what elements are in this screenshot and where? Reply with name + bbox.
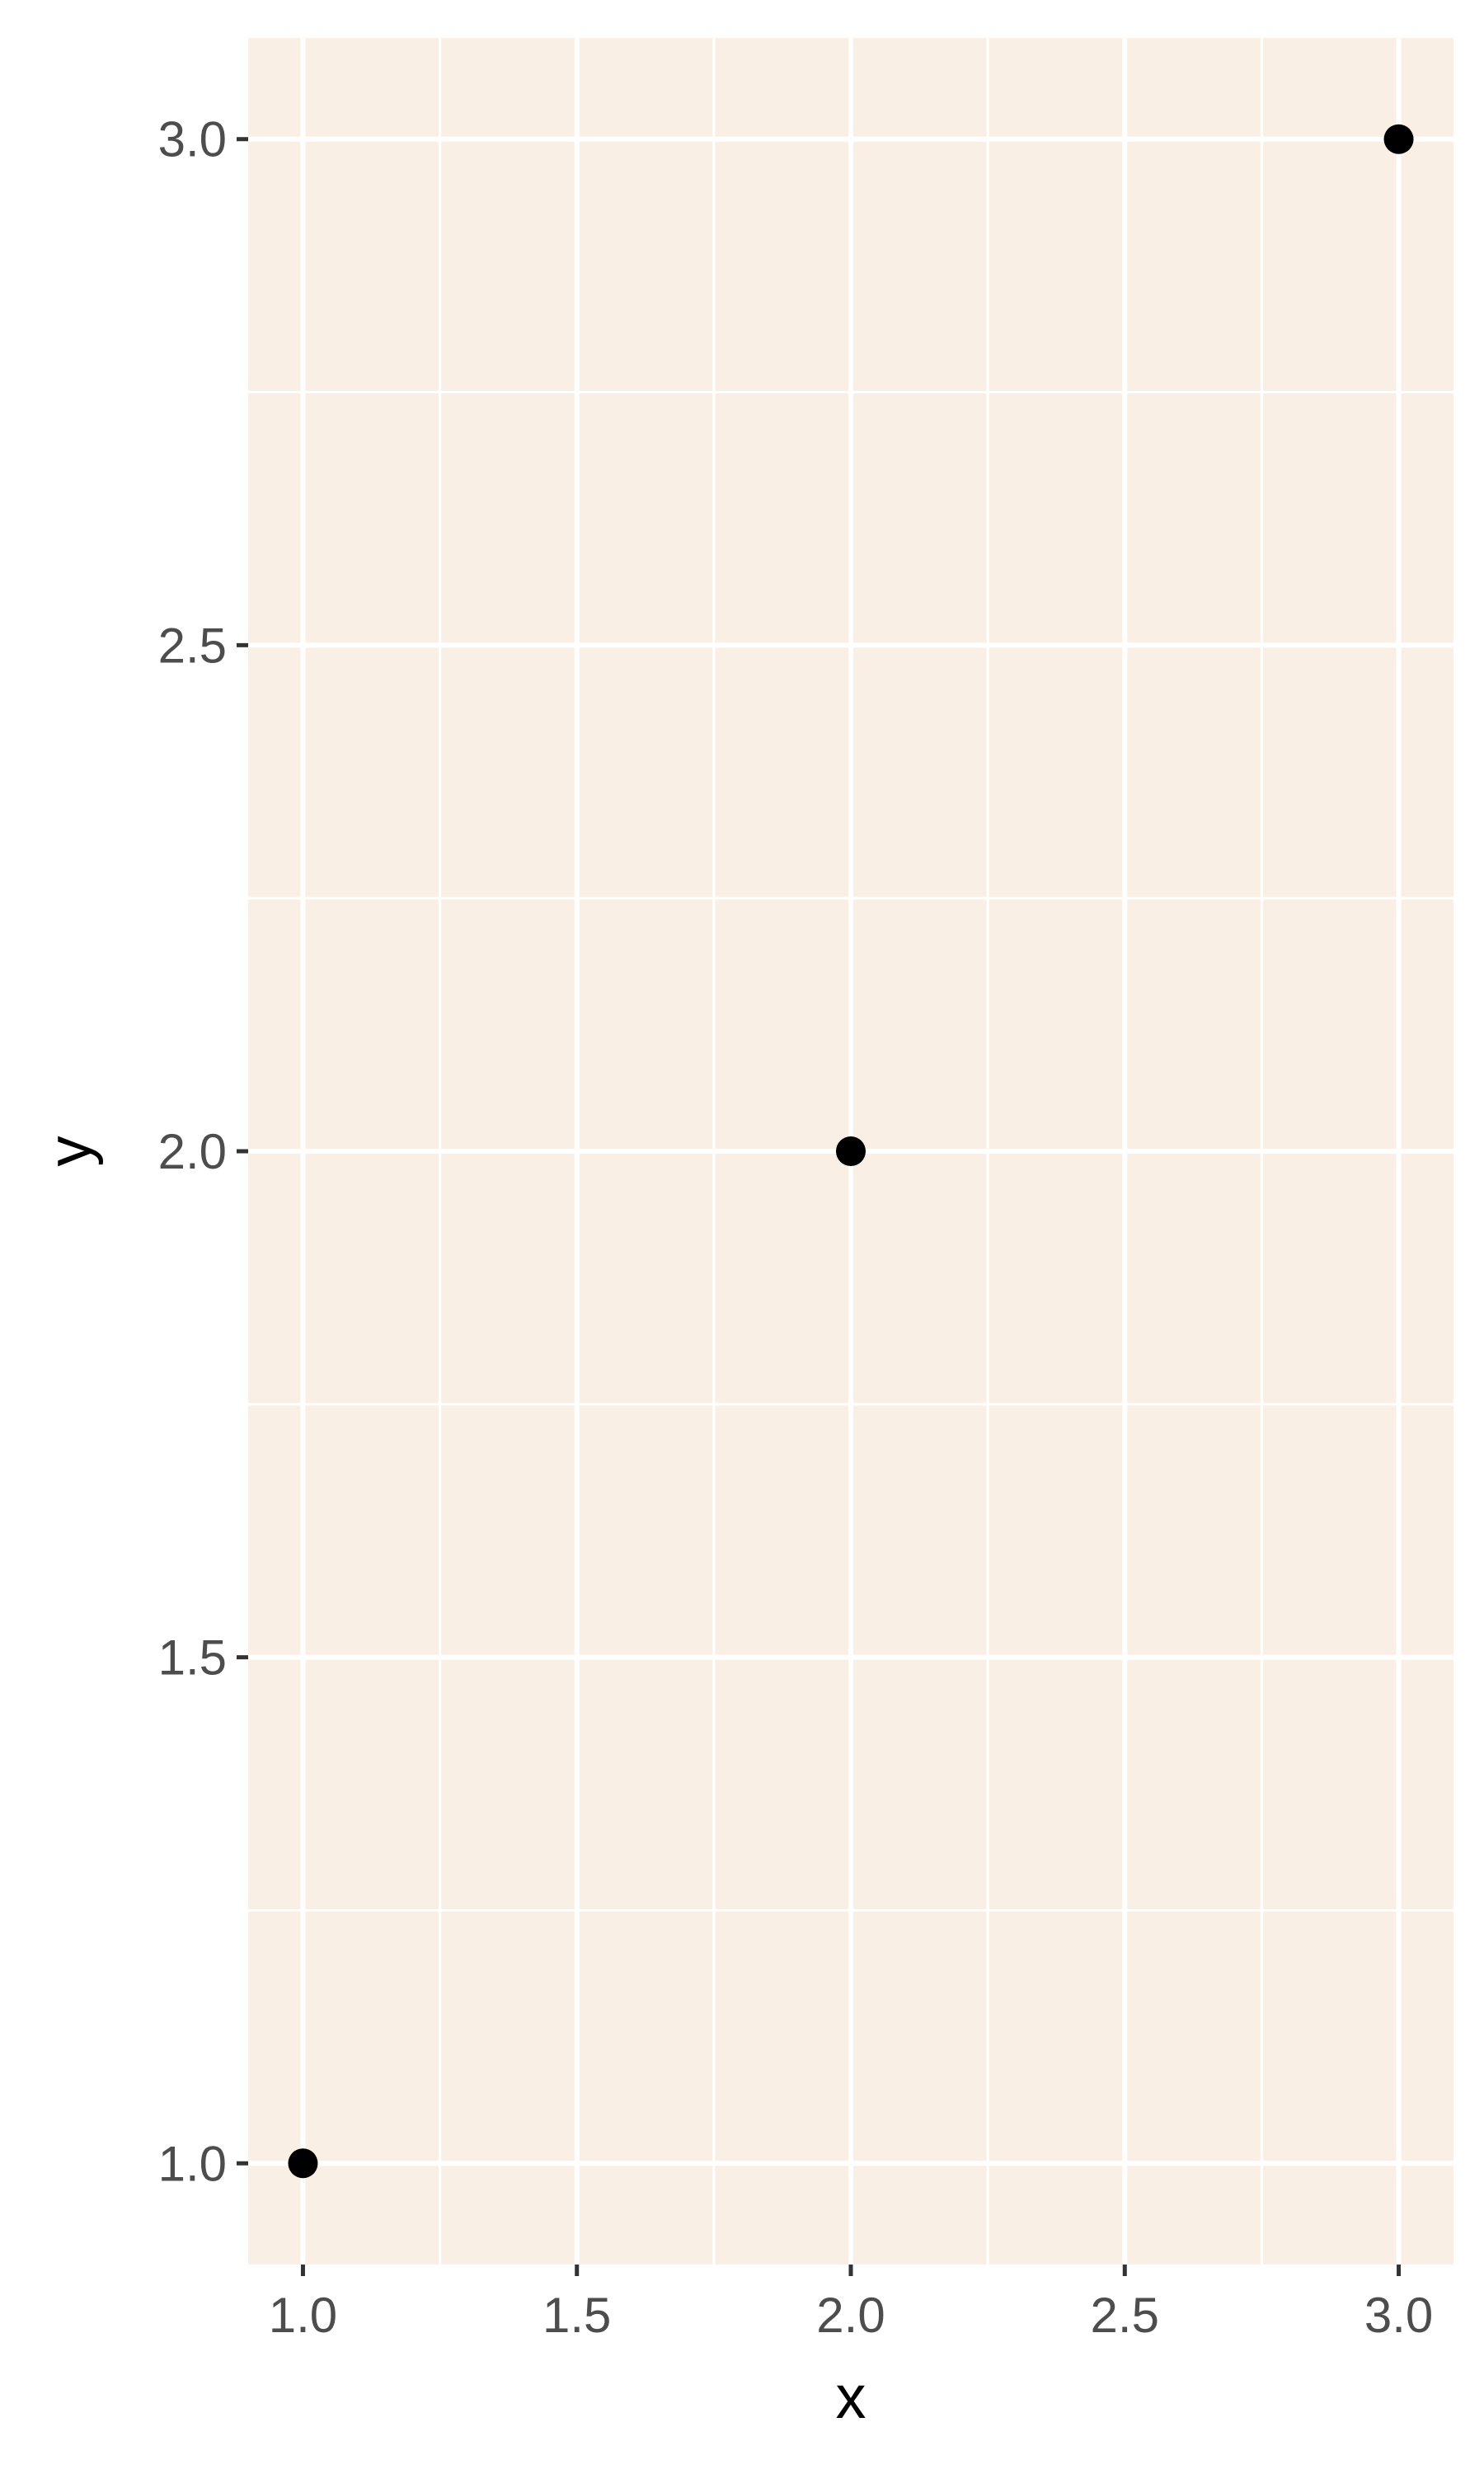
- x-axis: 1.0 1.5 2.0 2.5 3.0: [269, 2265, 1433, 2343]
- x-tick-label: 2.5: [1091, 2288, 1159, 2343]
- y-tick-label: 1.5: [158, 1630, 227, 1686]
- y-tick-label: 2.5: [158, 618, 227, 673]
- data-point: [836, 1136, 866, 1166]
- x-tick-label: 1.5: [542, 2288, 611, 2343]
- y-tick-label: 1.0: [158, 2136, 227, 2191]
- y-tick-label: 3.0: [158, 112, 227, 167]
- x-axis-title: x: [836, 2363, 866, 2431]
- data-point: [288, 2148, 318, 2179]
- x-tick-label: 2.0: [816, 2288, 885, 2343]
- y-axis: 1.0 1.5 2.0 2.5 3.0: [158, 112, 248, 2191]
- x-tick-label: 1.0: [269, 2288, 337, 2343]
- x-tick-label: 3.0: [1364, 2288, 1433, 2343]
- y-tick-label: 2.0: [158, 1124, 227, 1179]
- y-axis-title: y: [35, 1136, 104, 1167]
- data-point: [1383, 124, 1414, 154]
- data-points: [288, 124, 1414, 2179]
